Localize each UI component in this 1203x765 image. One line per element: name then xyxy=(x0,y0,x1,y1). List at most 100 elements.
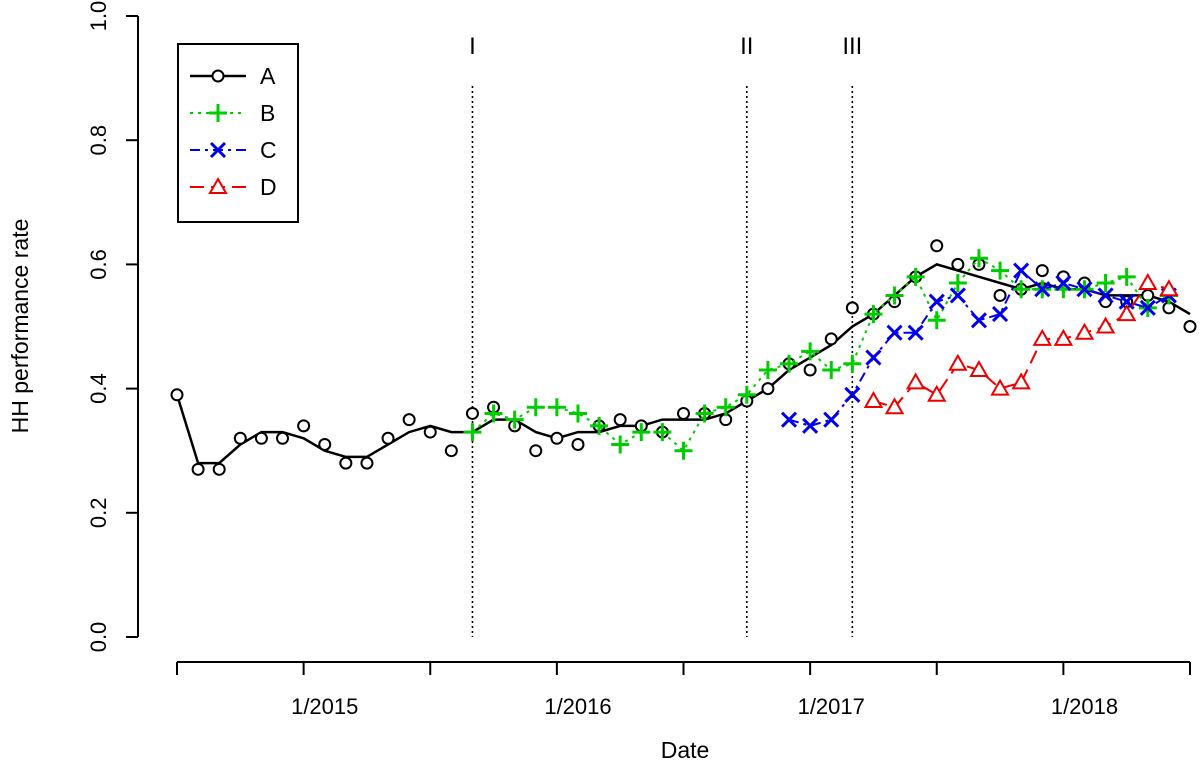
data-point-A xyxy=(1035,264,1049,278)
event-line-label: II xyxy=(740,33,753,60)
y-tick-label: 0.2 xyxy=(86,498,111,529)
data-point-A xyxy=(360,456,374,470)
data-point-D xyxy=(1159,279,1179,297)
data-point-C xyxy=(1097,287,1114,304)
data-point-B xyxy=(864,305,883,324)
data-point-A xyxy=(677,406,690,420)
series-B xyxy=(463,249,1178,460)
data-point-B xyxy=(463,423,482,442)
legend-marker-D xyxy=(208,176,228,194)
data-point-C xyxy=(907,324,924,341)
data-point-B xyxy=(885,286,904,305)
data-point-A xyxy=(613,413,627,427)
data-point-C xyxy=(844,386,861,403)
y-ticks: 0.0 0.2 0.4 0.6 0.8 1.0 xyxy=(86,1,138,653)
data-point-B xyxy=(1012,280,1031,299)
data-point-B xyxy=(1096,274,1115,293)
x-tick-label: 1/2015 xyxy=(291,694,358,719)
data-point-C xyxy=(1118,293,1135,310)
data-point-D xyxy=(1138,273,1158,291)
data-point-B xyxy=(505,410,524,429)
data-point-A xyxy=(297,419,311,433)
x-tick-label: 1/2018 xyxy=(1051,694,1118,719)
data-point-B xyxy=(695,404,714,423)
data-point-B xyxy=(484,404,503,423)
legend-marker-A xyxy=(211,69,225,83)
data-point-C xyxy=(886,324,903,341)
data-point-B xyxy=(906,267,925,286)
data-point-A xyxy=(1183,320,1197,333)
data-point-D xyxy=(948,353,968,371)
series-C xyxy=(780,262,1177,434)
legend-label-C: C xyxy=(260,137,277,163)
data-point-C xyxy=(1034,281,1051,298)
data-point-A xyxy=(930,239,944,253)
data-point-A xyxy=(951,257,965,271)
data-point-B xyxy=(948,274,967,293)
data-point-A xyxy=(550,431,564,445)
legend-marker-B xyxy=(209,104,227,122)
series-D xyxy=(863,273,1179,415)
plot-area xyxy=(170,239,1197,476)
data-point-C xyxy=(1055,274,1072,292)
data-point-A xyxy=(803,363,817,377)
data-point-C xyxy=(949,287,966,304)
y-tick-label: 0.6 xyxy=(86,249,111,280)
data-point-C xyxy=(1013,262,1030,279)
event-line-label: I xyxy=(469,33,476,60)
data-point-B xyxy=(991,261,1010,280)
data-point-A xyxy=(761,382,775,396)
data-point-B xyxy=(547,398,566,417)
data-point-A xyxy=(233,431,247,445)
data-point-A xyxy=(529,444,543,458)
series-line-B xyxy=(471,256,1170,453)
data-point-D xyxy=(884,397,905,415)
data-point-B xyxy=(590,416,609,435)
data-point-B xyxy=(758,360,777,379)
x-tick-label: 1/2017 xyxy=(798,694,865,719)
data-point-C xyxy=(780,411,798,428)
x-axis-title: Date xyxy=(661,737,710,763)
data-point-B xyxy=(969,249,988,268)
data-point-A xyxy=(170,388,184,402)
data-point-D xyxy=(927,384,947,402)
data-point-B xyxy=(927,311,946,330)
data-point-B xyxy=(568,404,587,423)
event-line-label: III xyxy=(842,33,862,60)
y-axis-title: HH performance rate xyxy=(7,219,33,434)
legend-marker-C xyxy=(209,141,227,159)
y-tick-label: 0.0 xyxy=(86,622,111,653)
data-point-C xyxy=(1076,281,1093,298)
data-point-A xyxy=(191,462,205,476)
x-ticks: 1/2015 1/2016 1/2017 1/2018 xyxy=(176,662,1191,719)
series-A xyxy=(170,239,1197,476)
data-point-B xyxy=(822,360,841,379)
data-point-A xyxy=(402,413,416,427)
data-point-D xyxy=(1074,322,1095,340)
y-tick-label: 0.8 xyxy=(86,125,111,156)
data-point-D xyxy=(969,359,989,377)
series-line-C xyxy=(788,268,1170,427)
data-point-A xyxy=(465,406,479,420)
data-point-A xyxy=(339,456,353,470)
data-point-B xyxy=(801,342,820,361)
data-point-C xyxy=(970,312,988,329)
data-point-D xyxy=(1053,328,1074,346)
data-point-A xyxy=(824,332,838,346)
legend-label-A: A xyxy=(260,63,276,89)
data-point-A xyxy=(254,431,268,445)
data-point-B xyxy=(632,423,651,442)
data-point-B xyxy=(653,423,672,442)
data-point-A xyxy=(276,431,290,445)
data-point-A xyxy=(212,462,226,476)
data-point-D xyxy=(905,372,926,390)
data-point-A xyxy=(381,431,395,445)
data-point-C xyxy=(928,293,945,310)
data-point-A xyxy=(845,301,859,315)
data-point-C xyxy=(823,411,840,428)
y-tick-label: 1.0 xyxy=(86,1,111,32)
data-point-B xyxy=(611,435,630,454)
legend-box xyxy=(177,43,299,223)
